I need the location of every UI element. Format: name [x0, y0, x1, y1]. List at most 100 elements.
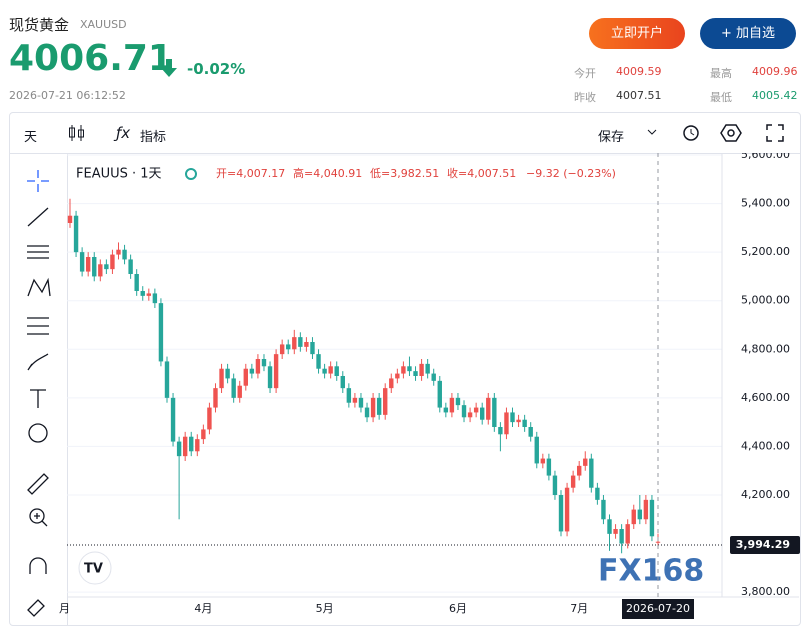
y-tick-label: 4,800.00: [741, 342, 790, 355]
title: 现货黄金: [9, 16, 70, 34]
candle-body: [195, 439, 200, 452]
candle-body: [128, 259, 133, 274]
candle-body: [92, 257, 97, 277]
candle-body: [413, 371, 418, 376]
y-axis: 3,800.00 4,200.00 4,400.00 4,600.00 4,800.00…: [741, 153, 790, 598]
fx-icon[interactable]: ƒx: [116, 124, 131, 142]
legend-symbol: FEAUUS · 1天: [76, 167, 162, 182]
stat-value: 4009.96: [752, 65, 798, 78]
candle-body: [267, 366, 273, 389]
legend-close: 收=4,007.51: [447, 166, 516, 180]
candle-body: [346, 388, 352, 403]
candle-body: [558, 495, 564, 532]
stat-label: 昨收: [574, 91, 596, 104]
candle-body: [510, 412, 515, 423]
y-tick-label: 5,200.00: [741, 245, 790, 258]
stat-label: 今开: [574, 67, 596, 80]
last-price-box: [730, 535, 800, 554]
candle-body: [498, 427, 503, 435]
candle-body: [601, 499, 606, 520]
candle-body: [467, 412, 473, 418]
candle-body: [383, 388, 388, 415]
alert-icon[interactable]: [682, 123, 702, 143]
x-tick-label: 7月: [570, 602, 588, 615]
candle-body: [358, 397, 364, 408]
open-account-button[interactable]: 立即开户: [589, 18, 685, 49]
projection-tool[interactable]: [27, 317, 49, 335]
candle-body: [249, 368, 255, 374]
candle-body: [540, 458, 546, 464]
candle-body: [473, 407, 479, 413]
candle-body: [364, 407, 370, 418]
candle-body: [425, 363, 430, 374]
candle-body: [67, 215, 73, 223]
candle-body: [443, 407, 449, 413]
brush-tool[interactable]: [27, 353, 49, 371]
indicators-button[interactable]: 指标: [140, 130, 167, 145]
lock-tool[interactable]: [27, 599, 45, 617]
line-tool[interactable]: [27, 207, 49, 227]
candle-body: [207, 407, 212, 430]
candle-body: [449, 397, 455, 413]
y-tick-label: 4,600.00: [741, 391, 790, 404]
tv-logo: TV: [78, 551, 112, 585]
fullscreen-icon[interactable]: [766, 124, 784, 142]
candle-body: [546, 458, 552, 476]
text-tool[interactable]: [30, 389, 46, 408]
legend-low: 低=3,982.51: [370, 167, 439, 180]
candle-body: [273, 354, 279, 389]
candle-body: [255, 359, 261, 374]
candle-body: [79, 252, 85, 272]
interval-button[interactable]: 天: [24, 130, 38, 145]
candle-body: [389, 378, 394, 389]
settings-icon[interactable]: [720, 123, 742, 143]
save-button[interactable]: 保存: [598, 130, 625, 145]
candle-body: [655, 541, 661, 543]
y-tick-label: 4,400.00: [741, 439, 790, 452]
header: 现货黄金 XAUUSD 4006.71 -0.02% 2026-07-21 06…: [0, 0, 805, 112]
candle-body: [328, 366, 333, 374]
magnet-tool[interactable]: [29, 557, 47, 574]
candle-body: [649, 499, 655, 537]
candle-body: [189, 436, 194, 452]
candle-body: [564, 487, 570, 532]
candle-body: [637, 509, 643, 520]
crosshair-date: 2026-07-20: [626, 602, 690, 615]
candle-body: [595, 487, 600, 500]
candle-body: [340, 376, 345, 389]
stat-label: 最低: [710, 91, 732, 104]
candle-body: [504, 412, 509, 435]
ruler-tool[interactable]: [27, 473, 49, 495]
zoom-tool[interactable]: [29, 508, 45, 524]
candle-body: [395, 373, 400, 379]
candle-body: [304, 342, 309, 347]
candle-body: [583, 458, 588, 466]
candle-body: [310, 342, 315, 355]
candle-body: [140, 291, 145, 296]
legend-change: −9.32 (−0.23%): [526, 167, 616, 180]
candle-body: [437, 380, 442, 408]
y-tick-label: 3,800.00: [741, 585, 790, 598]
watermark: FX168: [598, 554, 704, 589]
dropdown-icon[interactable]: [646, 127, 658, 137]
drawing-tools: [10, 154, 68, 625]
y-tick-label: 5,000.00: [741, 294, 790, 307]
candle-type-icon[interactable]: [68, 123, 86, 143]
candle-body: [401, 366, 406, 374]
last-price-label: 3,994.29: [736, 538, 790, 551]
crosshair-tool[interactable]: [27, 170, 49, 192]
candle-body: [85, 257, 91, 272]
candle-body: [607, 519, 612, 534]
x-tick-label: 5月: [316, 602, 334, 615]
add-watch-button[interactable]: + 加自选: [700, 18, 796, 49]
emoji-tool[interactable]: [28, 423, 48, 443]
pattern-tool[interactable]: [27, 277, 51, 297]
price: 4006.71: [9, 38, 173, 79]
candle-body: [534, 436, 539, 464]
candle-body: [237, 385, 242, 398]
candle-body: [122, 249, 127, 260]
svg-text:TV: TV: [84, 562, 103, 577]
candle-body: [486, 397, 491, 420]
fib-tool[interactable]: [27, 245, 49, 259]
plot: [67, 154, 722, 593]
